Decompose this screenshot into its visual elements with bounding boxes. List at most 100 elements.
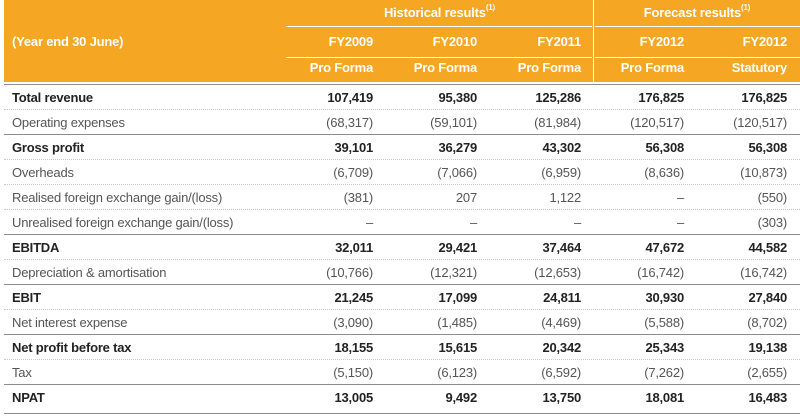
table-row: Total revenue 107,419 95,380 125,286 176,825… — [4, 84, 800, 110]
table-cell: – — [676, 215, 684, 230]
table-cell: 43,302 — [542, 140, 581, 155]
group-divider — [595, 26, 800, 27]
column-header-basis: Pro Forma — [309, 60, 373, 75]
row-label: EBITDA — [12, 240, 60, 255]
table-cell: (5,150) — [333, 365, 373, 380]
column-header-year: FY2009 — [328, 34, 374, 49]
group-forecast-label: Forecast results — [643, 5, 742, 20]
table-cell: 16,483 — [748, 390, 787, 405]
table-cell: 17,099 — [438, 290, 477, 305]
table-row: EBIT 21,245 17,099 24,811 30,930 27,840 — [4, 284, 800, 310]
row-label: Gross profit — [12, 140, 84, 155]
column-header-year: FY2010 — [432, 34, 478, 49]
footnote-mark: (1) — [485, 3, 496, 12]
row-label: Net profit before tax — [12, 340, 132, 355]
table-cell: (381) — [343, 190, 374, 205]
table-cell: (4,469) — [541, 315, 581, 330]
table-cell: 56,308 — [748, 140, 787, 155]
table-cell: 125,286 — [535, 90, 581, 105]
table-cell: 56,308 — [645, 140, 684, 155]
table-cell: 107,419 — [327, 90, 373, 105]
group-divider — [286, 26, 592, 27]
table-cell: (12,653) — [534, 265, 581, 280]
table-cell: 176,825 — [741, 90, 787, 105]
table-cell: (3,090) — [333, 315, 373, 330]
table-row: Depreciation & amortisation (10,766) (12,3… — [4, 259, 800, 285]
table-row: Tax (5,150) (6,123) (6,592) (7,262) (2,655) — [4, 359, 800, 385]
table-cell: 30,930 — [645, 290, 684, 305]
table-cell: 24,811 — [543, 290, 581, 305]
table-cell: (6,959) — [541, 165, 581, 180]
table-cell: 1,122 — [549, 190, 581, 205]
table-cell: – — [676, 190, 684, 205]
table-cell: (120,517) — [733, 115, 787, 130]
table-cell: 95,380 — [438, 90, 477, 105]
table-cell: 44,582 — [748, 240, 787, 255]
table-row: Unrealised foreign exchange gain/(loss) –… — [4, 209, 800, 235]
table-cell: 47,672 — [645, 240, 684, 255]
table-cell: 27,840 — [748, 290, 787, 305]
table-cell: 20,342 — [542, 340, 581, 355]
table-cell: – — [469, 215, 477, 230]
row-label: Tax — [12, 365, 32, 380]
table-cell: (6,592) — [541, 365, 581, 380]
column-header-basis: Pro Forma — [517, 60, 581, 75]
table-row: EBITDA 32,011 29,421 37,464 47,672 44,582 — [4, 234, 800, 260]
table-cell: (6,123) — [437, 365, 477, 380]
table-cell: (8,636) — [644, 165, 684, 180]
table-cell: 29,421 — [438, 240, 477, 255]
table-cell: 36,279 — [438, 140, 477, 155]
table-cell: 13,750 — [542, 390, 581, 405]
column-header-basis: Pro Forma — [620, 60, 684, 75]
table-cell: (7,262) — [644, 365, 684, 380]
table-cell: (1,485) — [437, 315, 477, 330]
column-header-year: FY2012 — [742, 34, 788, 49]
row-label: Unrealised foreign exchange gain/(loss) — [12, 215, 234, 230]
table-cell: (7,066) — [437, 165, 477, 180]
table-cell: 39,101 — [334, 140, 373, 155]
table-row: NPAT 13,005 9,492 13,750 18,081 16,483 — [4, 384, 800, 410]
group-header-historical: Historical results(1) — [286, 0, 593, 26]
table-row: Overheads (6,709) (7,066) (6,959) (8,636) (10… — [4, 159, 800, 185]
table-cell: 13,005 — [334, 390, 373, 405]
table-row: Gross profit 39,101 36,279 43,302 56,308 56,3… — [4, 134, 800, 160]
table-row: Operating expenses (68,317) (59,101) (81,98… — [4, 109, 800, 135]
table-cell: (10,766) — [326, 265, 373, 280]
row-label: Total revenue — [12, 90, 93, 105]
table-cell: 9,492 — [445, 390, 477, 405]
table-cell: 207 — [455, 190, 477, 205]
table-cell: (2,655) — [747, 365, 787, 380]
row-label: Overheads — [12, 165, 74, 180]
table-cell: (59,101) — [430, 115, 477, 130]
table-cell: (16,742) — [637, 265, 684, 280]
table-cell: (8,702) — [747, 315, 787, 330]
table-cell: (81,984) — [534, 115, 581, 130]
footnote-mark: (1) — [741, 3, 751, 12]
table-cell: (303) — [757, 215, 788, 230]
table-cell: 15,615 — [438, 340, 477, 355]
column-header-basis: Pro Forma — [413, 60, 477, 75]
group-header-forecast: Forecast results(1) — [594, 0, 800, 26]
table-cell: (68,317) — [326, 115, 373, 130]
column-header-basis: Statutory — [731, 60, 787, 75]
table-cell: 32,011 — [335, 240, 373, 255]
column-header-year: FY2012 — [639, 34, 685, 49]
table-cell: 25,343 — [645, 340, 684, 355]
table-cell: 19,138 — [748, 340, 787, 355]
table-cell: (550) — [757, 190, 788, 205]
table-cell: (12,321) — [430, 265, 477, 280]
table-header: Historical results(1) Forecast results(1… — [4, 0, 800, 82]
table-cell: 37,464 — [542, 240, 581, 255]
row-label: Realised foreign exchange gain/(loss) — [12, 190, 223, 205]
header-mid-rule — [286, 57, 592, 58]
year-end-label: (Year end 30 June) — [12, 34, 124, 49]
column-header-year: FY2011 — [537, 34, 581, 49]
table-row: Net interest expense (3,090) (1,485) (4,469… — [4, 309, 800, 335]
group-historical-label: Historical results — [383, 5, 486, 20]
table-cell: – — [573, 215, 581, 230]
table-cell: 18,081 — [645, 390, 684, 405]
table-cell: (5,588) — [644, 315, 684, 330]
row-label: Net interest expense — [12, 315, 128, 330]
table-bottom-rule — [4, 413, 800, 414]
